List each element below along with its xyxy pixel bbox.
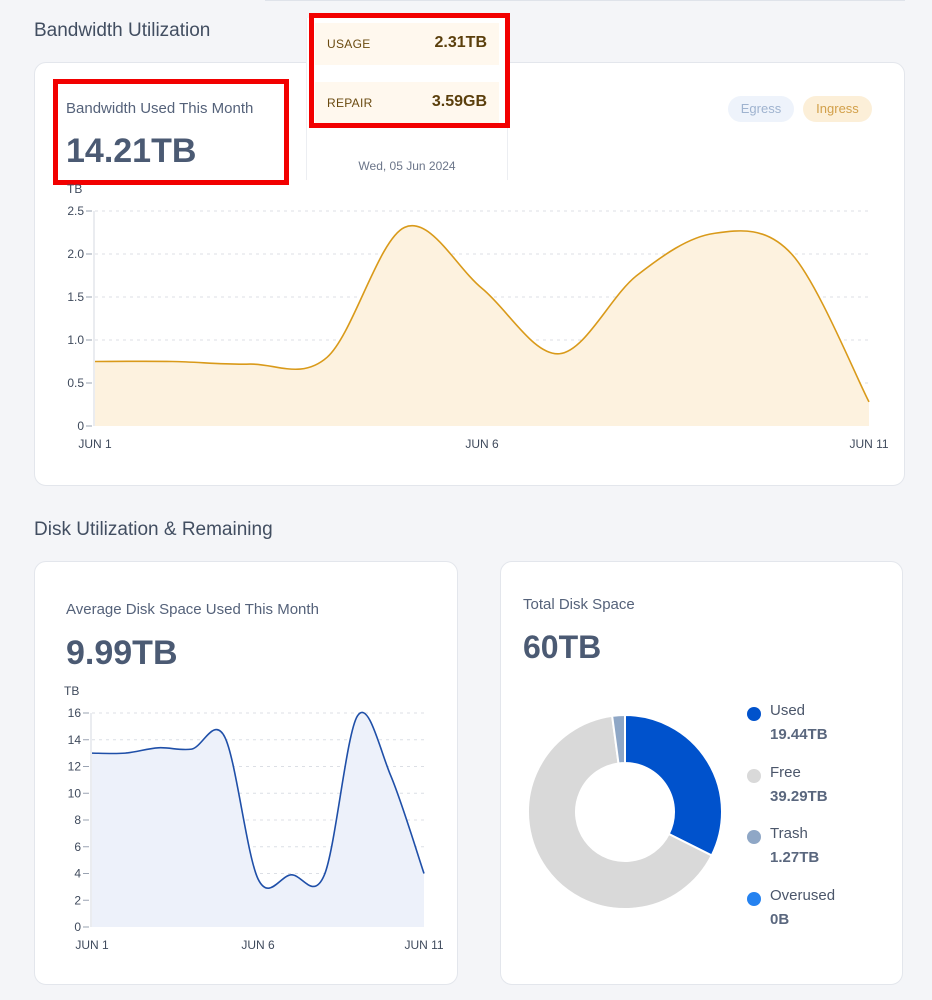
legend-ingress-toggle[interactable]: Ingress xyxy=(803,96,872,122)
bandwidth-y-tick-label: 0 xyxy=(77,419,84,433)
tooltip-repair-label: REPAIR xyxy=(327,96,373,110)
chart-tooltip: USAGE 2.31TB REPAIR 3.59GB Wed, 05 Jun 2… xyxy=(306,18,508,180)
legend-free-label: Free xyxy=(770,764,801,781)
bandwidth-used-value: 14.21TB xyxy=(66,132,197,170)
bandwidth-series-line xyxy=(94,224,870,403)
legend-egress-toggle[interactable]: Egress xyxy=(728,96,794,122)
tooltip-usage-label: USAGE xyxy=(327,37,371,51)
tooltip-usage-value: 2.31TB xyxy=(434,34,487,51)
disk-y-tick-label: 10 xyxy=(68,786,82,800)
legend-overused-label: Overused xyxy=(770,887,836,904)
legend-free-value: 39.29TB xyxy=(770,788,828,805)
disk-series-line xyxy=(91,711,425,889)
avg-disk-label: Average Disk Space Used This Month xyxy=(66,601,319,618)
bandwidth-y-axis-unit: TB xyxy=(67,182,82,196)
total-disk-label: Total Disk Space xyxy=(523,596,635,613)
top-divider xyxy=(265,0,905,1)
used-dot-icon xyxy=(747,707,761,721)
legend-used-label: Used xyxy=(770,702,806,719)
disk-y-tick-label: 14 xyxy=(68,733,82,747)
donut-slice-free xyxy=(527,714,714,910)
highlight-box-bandwidth-used xyxy=(53,79,289,185)
donut-slice-used xyxy=(624,713,723,857)
bandwidth-used-label: Bandwidth Used This Month xyxy=(66,100,254,117)
highlight-box-tooltip xyxy=(309,13,510,128)
legend-used-value: 19.44TB xyxy=(770,726,828,743)
disk-y-tick-label: 8 xyxy=(74,813,81,827)
bandwidth-y-tick-label: 2.0 xyxy=(67,247,84,261)
tooltip-usage-row: USAGE 2.31TB xyxy=(315,23,499,65)
disk-x-tick-label: JUN 11 xyxy=(404,938,443,952)
overused-dot-icon xyxy=(747,892,761,906)
disk-section-title: Disk Utilization & Remaining xyxy=(34,519,273,540)
bandwidth-y-tick-label: 2.5 xyxy=(67,204,84,218)
tooltip-date: Wed, 05 Jun 2024 xyxy=(358,159,456,173)
disk-y-tick-label: 16 xyxy=(68,706,82,720)
bandwidth-y-tick-label: 1.5 xyxy=(67,290,84,304)
trash-dot-icon xyxy=(747,830,761,844)
donut-slice-trash xyxy=(611,713,626,765)
bandwidth-x-tick-label: JUN 6 xyxy=(465,437,499,451)
disk-x-tick-label: JUN 1 xyxy=(75,938,109,952)
disk-y-tick-label: 4 xyxy=(74,867,81,881)
bandwidth-series-area xyxy=(95,225,869,426)
bandwidth-section-title: Bandwidth Utilization xyxy=(34,20,211,41)
free-dot-icon xyxy=(747,769,761,783)
avg-disk-value: 9.99TB xyxy=(66,634,178,672)
legend-trash-value: 1.27TB xyxy=(770,849,820,866)
disk-y-tick-label: 2 xyxy=(74,893,81,907)
bandwidth-y-tick-label: 1.0 xyxy=(67,333,84,347)
disk-y-axis-unit: TB xyxy=(64,684,79,698)
tooltip-repair-value: 3.59GB xyxy=(431,93,487,110)
legend-trash-label: Trash xyxy=(770,825,808,842)
total-disk-value: 60TB xyxy=(523,629,602,665)
tooltip-repair-row: REPAIR 3.59GB xyxy=(315,82,499,124)
bandwidth-x-tick-label: JUN 11 xyxy=(849,437,888,451)
disk-y-tick-label: 12 xyxy=(68,760,82,774)
disk-series-area xyxy=(92,712,424,927)
legend-overused-value: 0B xyxy=(770,911,790,928)
bandwidth-y-tick-label: 0.5 xyxy=(67,376,84,390)
disk-y-tick-label: 0 xyxy=(74,920,81,934)
disk-x-tick-label: JUN 6 xyxy=(241,938,275,952)
bandwidth-x-tick-label: JUN 1 xyxy=(78,437,112,451)
disk-y-tick-label: 6 xyxy=(74,840,81,854)
